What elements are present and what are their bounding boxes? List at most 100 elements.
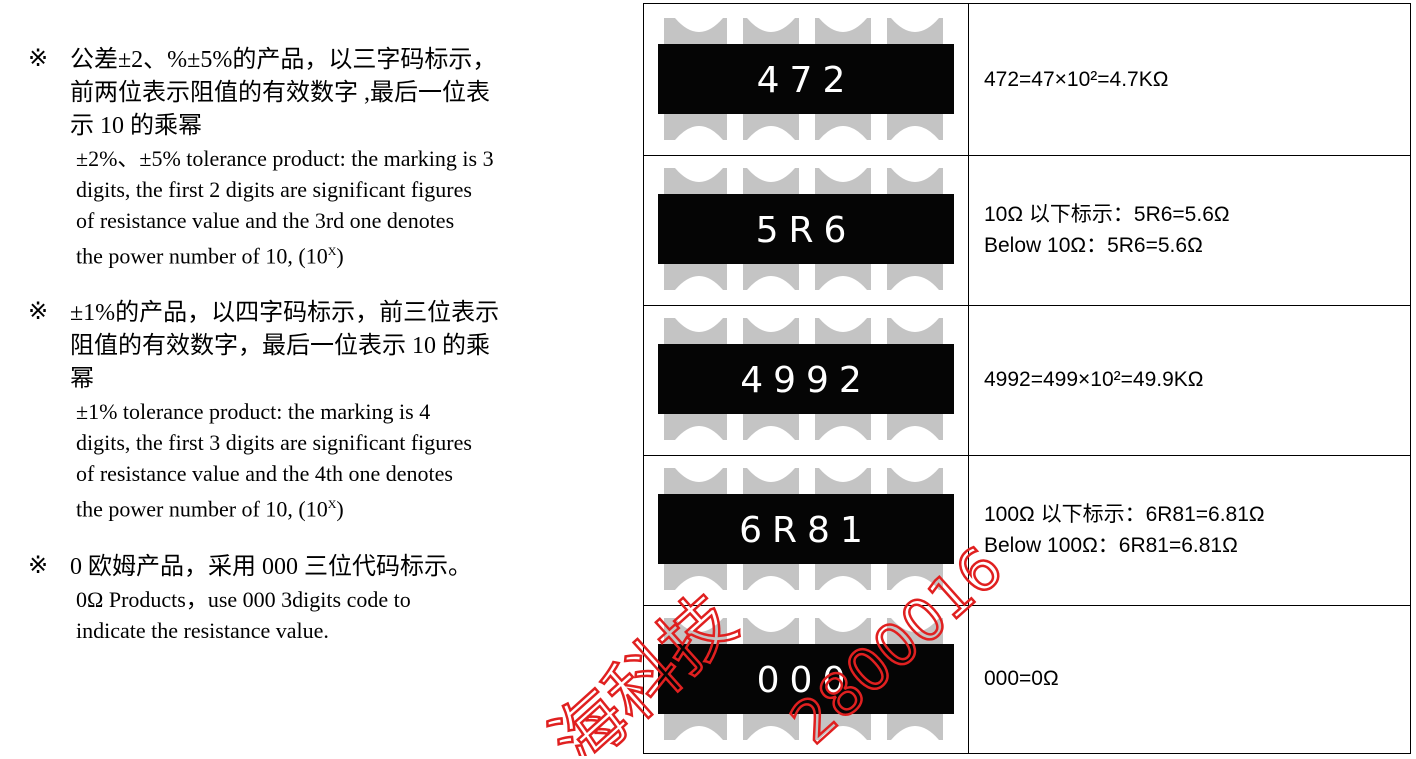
en-text: ±2%、±5% tolerance product: the marking i… <box>76 146 494 171</box>
scallop <box>675 726 723 740</box>
scallop <box>891 618 939 632</box>
description: 100Ω 以下标示：6R81=6.81Ω Below 100Ω：6R81=6.81… <box>984 454 1265 605</box>
scallop <box>675 318 723 332</box>
scallop <box>747 726 795 740</box>
en-text: the power number of 10, (10 <box>76 496 328 522</box>
scallop <box>747 468 795 482</box>
scallop <box>891 468 939 482</box>
chip-body <box>658 44 954 114</box>
bullet: ※ 公差±2、%±5%的产品，以三字码标示， 前两位表示阻值的有效数字 ,最后一位表… <box>28 44 628 271</box>
scallop <box>819 618 867 632</box>
scallop <box>675 426 723 440</box>
chip-cell: 000 <box>644 604 969 753</box>
table-row: 4992 4992=499×10²=49.9KΩ <box>644 304 1410 456</box>
description: 10Ω 以下标示：5R6=5.6Ω Below 10Ω：5R6=5.6Ω <box>984 154 1230 305</box>
scallop <box>675 618 723 632</box>
chip-image: 472 <box>658 18 959 140</box>
scallop <box>747 618 795 632</box>
en-text: digits, the first 3 digits are significa… <box>76 430 472 456</box>
en-line: digits, the first 2 digits are significa… <box>70 174 628 205</box>
chip-image: 6R81 <box>658 468 959 590</box>
scallop <box>747 276 795 290</box>
notes: ※ 公差±2、%±5%的产品，以三字码标示， 前两位表示阻值的有效数字 ,最后一位表… <box>28 44 628 672</box>
en-line: indicate the resistance value. <box>70 615 628 646</box>
scallop <box>819 426 867 440</box>
en-text: 0Ω Products，use 000 3digits code to <box>76 586 411 612</box>
chip-code: 000 <box>757 660 856 701</box>
scallop <box>675 468 723 482</box>
description-line: 000=0Ω <box>984 667 1059 690</box>
scallop <box>891 276 939 290</box>
description-line: 10Ω 以下标示：5R6=5.6Ω <box>984 202 1230 226</box>
chip-code: 5R6 <box>756 210 857 251</box>
chip-code: 4992 <box>740 360 872 401</box>
scallop <box>747 318 795 332</box>
en-line: of resistance value and the 4th one deno… <box>70 458 628 489</box>
en-text: the power number of 10, (10 <box>76 243 328 269</box>
scallop <box>819 18 867 32</box>
superscript: X <box>327 497 337 512</box>
en-text: ) <box>336 243 344 269</box>
description-line: Below 10Ω：5R6=5.6Ω <box>984 233 1203 257</box>
zh-line: 示 10 的乘幂 <box>70 113 202 139</box>
zh-line: ±1%的产品，以四字码标示，前三位表示 <box>70 300 500 327</box>
chip-body <box>658 644 954 714</box>
scallop <box>819 126 867 140</box>
scallop <box>747 168 795 182</box>
scallop <box>891 168 939 182</box>
table-row: 6R81 100Ω 以下标示：6R81=6.81Ω Below 100Ω：6R81=… <box>644 454 1410 606</box>
zh-line: 阻值的有效数字，最后一位表示 10 的乘 <box>70 333 490 360</box>
en-text: ±1% tolerance product: the marking is 4 <box>76 399 431 425</box>
chip-cell: 6R81 <box>644 454 969 605</box>
scallop <box>891 576 939 590</box>
chip-image: 5R6 <box>658 168 959 290</box>
zh-line: 幂 <box>70 366 94 393</box>
bullet-marker: ※ <box>28 46 49 72</box>
scallop <box>819 576 867 590</box>
chip-code: 6R81 <box>739 510 873 551</box>
description: 000=0Ω <box>984 604 1059 753</box>
en-line: ±2%、±5% tolerance product: the marking i… <box>70 143 628 174</box>
scallop <box>747 576 795 590</box>
scallop <box>819 276 867 290</box>
chip-cell: 472 <box>644 4 969 155</box>
scallop <box>675 168 723 182</box>
en-line: of resistance value and the 3rd one deno… <box>70 205 628 236</box>
scallop <box>819 726 867 740</box>
chip-cell: 5R6 <box>644 154 969 305</box>
chip-cell: 4992 <box>644 304 969 455</box>
scallop <box>891 318 939 332</box>
scallop <box>819 318 867 332</box>
scallop <box>891 426 939 440</box>
chip-body <box>658 344 954 414</box>
scallop <box>891 18 939 32</box>
scallop <box>675 576 723 590</box>
bullet-marker: ※ <box>28 299 49 326</box>
scallop <box>819 468 867 482</box>
chip-body <box>658 194 954 264</box>
description: 472=47×10²=4.7KΩ <box>984 4 1168 155</box>
chip-body <box>658 494 954 564</box>
scallop <box>675 126 723 140</box>
description-line: 100Ω 以下标示：6R81=6.81Ω <box>984 502 1265 526</box>
zh-line: 0 欧姆产品，采用 000 三位代码标示。 <box>70 553 472 580</box>
scallop <box>747 126 795 140</box>
chip-image: 4992 <box>658 318 959 440</box>
en-line: 0Ω Products，use 000 3digits code to <box>70 584 628 615</box>
en-line: ±1% tolerance product: the marking is 4 <box>70 396 628 427</box>
table-row: 000 000=0Ω <box>644 604 1410 753</box>
description-line: Below 100Ω：6R81=6.81Ω <box>984 533 1238 557</box>
bullet: ※ 0 欧姆产品，采用 000 三位代码标示。 0Ω Products，use 00… <box>28 551 628 646</box>
description-line: 472=47×10²=4.7KΩ <box>984 68 1169 91</box>
chip-code: 472 <box>757 60 856 101</box>
superscript: X <box>327 244 337 258</box>
en-text: ) <box>336 496 344 522</box>
chip-image: 000 <box>658 618 959 740</box>
scallop <box>747 18 795 32</box>
scallop <box>747 426 795 440</box>
table-row: 5R6 10Ω 以下标示：5R6=5.6Ω Below 10Ω：5R6=5.6Ω <box>644 154 1410 306</box>
zh-line: 公差±2、%±5%的产品，以三字码标示， <box>70 47 497 73</box>
marking-table: 472 472=47×10²=4.7KΩ 5R6 10Ω 以下标示：5R6=5.6Ω B… <box>643 3 1411 754</box>
scallop <box>675 276 723 290</box>
en-line: the power number of 10, (10X) <box>70 236 628 271</box>
